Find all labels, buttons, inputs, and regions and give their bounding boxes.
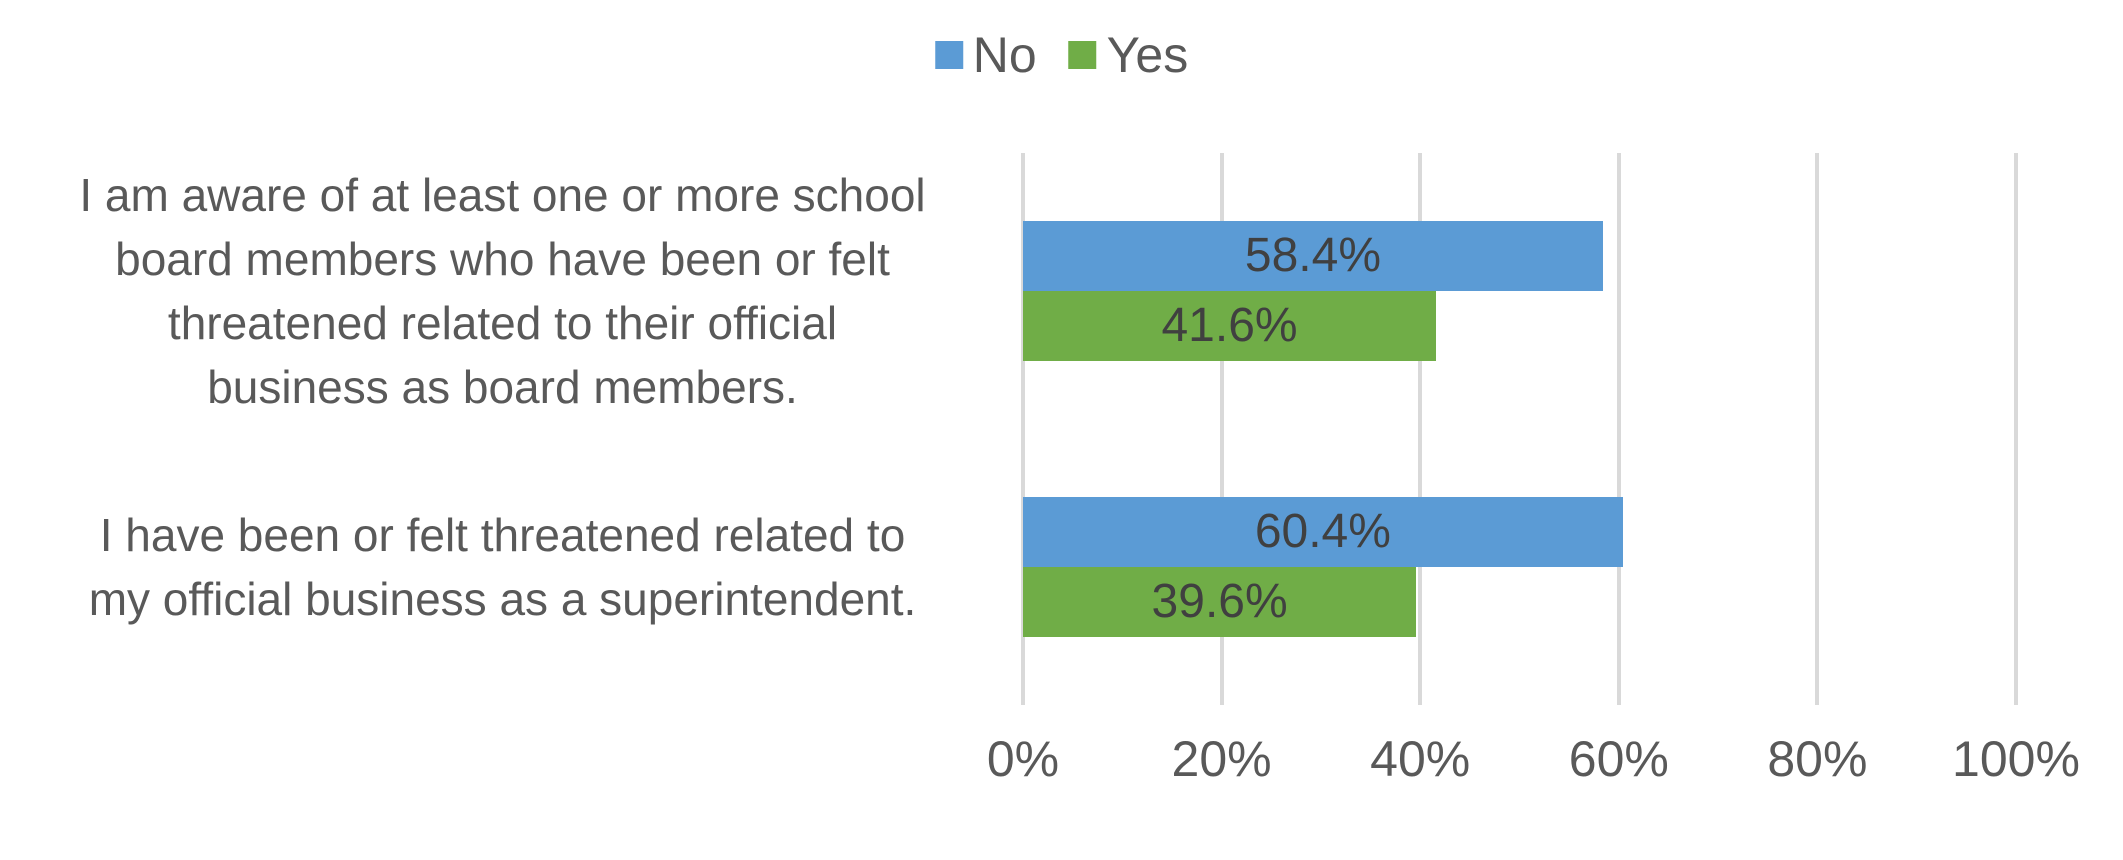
bar-group: 60.4% 39.6% <box>1023 429 2016 705</box>
legend-item-no: No <box>934 27 1037 83</box>
bar-data-label: 60.4% <box>1254 505 1391 558</box>
bar-data-label: 39.6% <box>1151 575 1288 628</box>
bar-group: 58.4% 41.6% <box>1023 153 2016 429</box>
category-label: I have been or felt threatened related t… <box>79 503 927 631</box>
category-label-line: business as board members. <box>207 361 798 413</box>
category-label-line: threatened related to their official <box>167 297 838 349</box>
category-label-line: board members who have been or felt <box>115 233 890 285</box>
bar-no-1: 60.4% <box>1023 497 1623 567</box>
x-axis-tick-label: 100% <box>1952 731 2080 787</box>
gridline <box>1219 153 1224 705</box>
category-labels-column: I am aware of at least one or more schoo… <box>0 153 1005 705</box>
gridline <box>1418 153 1423 705</box>
gridline <box>2014 153 2018 705</box>
x-axis-tick-label: 40% <box>1370 731 1471 787</box>
category-band: I am aware of at least one or more schoo… <box>0 153 1005 429</box>
legend-swatch-icon <box>1068 41 1097 69</box>
bar-data-label: 58.4% <box>1244 229 1381 282</box>
gridline <box>1616 153 1621 705</box>
gridline <box>1021 153 1025 705</box>
x-axis-tick-label: 60% <box>1568 731 1669 787</box>
bar-yes-1: 39.6% <box>1023 567 1417 637</box>
category-label-line: my official business as a superintendent… <box>88 573 917 625</box>
chart-legend: No Yes <box>934 27 1189 83</box>
x-axis-tick-label: 20% <box>1171 731 1272 787</box>
legend-item-yes: Yes <box>1068 27 1189 83</box>
x-axis-tick-label: 80% <box>1767 731 1868 787</box>
legend-item-label: Yes <box>1106 27 1189 83</box>
x-axis-tick-label: 0% <box>986 731 1060 787</box>
bar-yes-0: 41.6% <box>1023 291 1437 361</box>
gridline <box>1815 153 1820 705</box>
plot-area: 58.4% 41.6% 60.4% 39.6% <box>1021 153 2018 705</box>
category-label-line: I am aware of at least one or more schoo… <box>79 169 926 221</box>
legend-item-label: No <box>972 27 1037 83</box>
bar-no-0: 58.4% <box>1023 221 1603 291</box>
category-band: I have been or felt threatened related t… <box>0 429 1005 705</box>
x-axis: 0% 20% 40% 60% 80% 100% <box>987 731 2080 802</box>
category-label-line: I have been or felt threatened related t… <box>99 509 906 561</box>
legend-swatch-icon <box>934 41 963 69</box>
category-label: I am aware of at least one or more schoo… <box>69 163 935 419</box>
bar-data-label: 41.6% <box>1161 299 1298 352</box>
